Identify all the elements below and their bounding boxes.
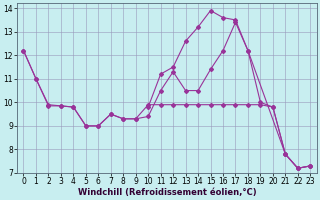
X-axis label: Windchill (Refroidissement éolien,°C): Windchill (Refroidissement éolien,°C)	[77, 188, 256, 197]
